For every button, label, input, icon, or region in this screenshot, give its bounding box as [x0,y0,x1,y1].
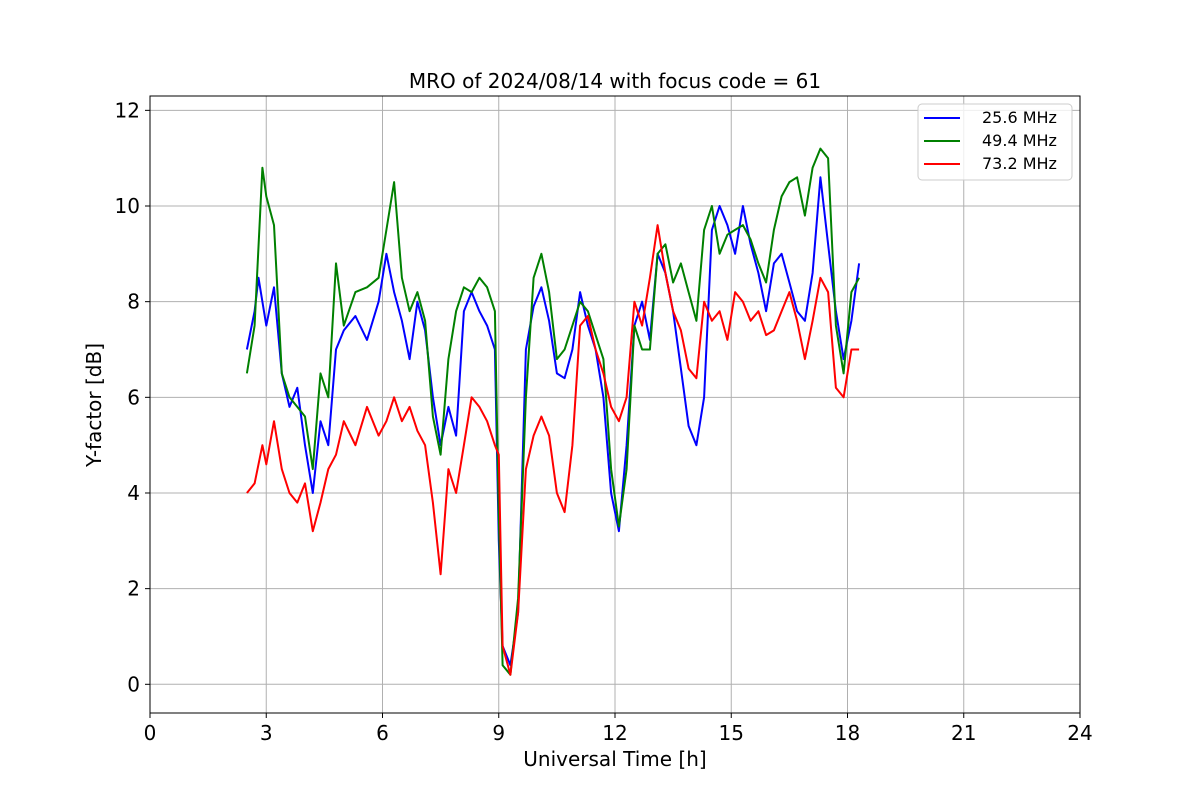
x-tick-label-6: 18 [835,721,860,745]
y-tick-label-0: 0 [127,672,140,696]
y-tick-label-3: 6 [127,385,140,409]
x-tick-label-8: 24 [1067,721,1092,745]
legend-label-1: 25.6 MHz [982,108,1057,127]
y-tick-label-5: 10 [115,194,140,218]
x-tick-label-7: 21 [951,721,976,745]
y-tick-label-2: 4 [127,481,140,505]
grid-lines [149,96,1081,713]
y-axis-ticks: 0 2 4 6 8 10 12 [115,98,150,696]
series-layer [245,147,861,676]
x-axis-ticks: 0 3 6 9 12 15 18 21 24 [144,713,1093,745]
y-tick-label-4: 8 [127,290,140,314]
chart-title: MRO of 2024/08/14 with focus code = 61 [409,69,821,93]
series-line-2 [245,147,860,676]
x-tick-label-4: 12 [602,721,627,745]
x-tick-label-5: 15 [719,721,744,745]
x-axis-label: Universal Time [h] [523,747,706,771]
legend-box [917,103,1073,181]
legend-label-3: 73.2 MHz [982,154,1057,173]
y-tick-label-6: 12 [115,98,140,122]
x-tick-label-1: 3 [260,721,273,745]
x-tick-label-0: 0 [144,721,157,745]
series-line-1 [245,176,861,667]
x-tick-label-3: 9 [492,721,505,745]
series-line-3 [246,224,860,676]
y-tick-label-1: 2 [127,577,140,601]
x-tick-label-2: 6 [376,721,389,745]
legend: 25.6 MHz 49.4 MHz 73.2 MHz [917,103,1073,181]
y-axis-label: Y-factor [dB] [82,343,106,468]
legend-label-2: 49.4 MHz [982,131,1057,150]
